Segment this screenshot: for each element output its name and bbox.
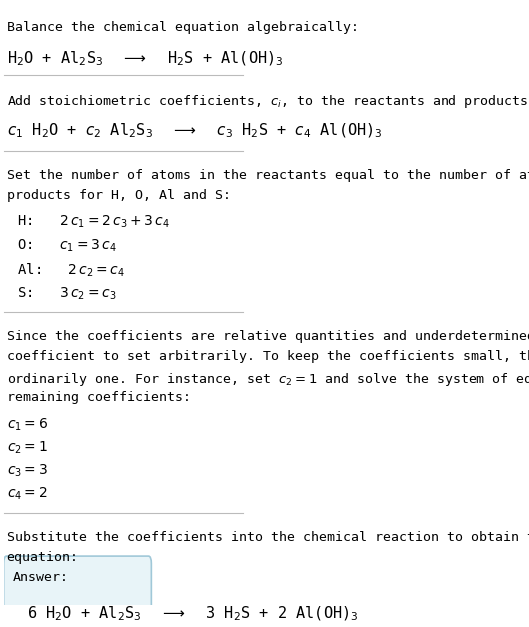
Text: Since the coefficients are relative quantities and underdetermined, choose a: Since the coefficients are relative quan… bbox=[6, 330, 529, 343]
Text: remaining coefficients:: remaining coefficients: bbox=[6, 391, 190, 404]
Text: $c_1$ H$_2$O + $c_2$ Al$_2$S$_3$  $\longrightarrow$  $c_3$ H$_2$S + $c_4$ Al(OH): $c_1$ H$_2$O + $c_2$ Al$_2$S$_3$ $\longr… bbox=[6, 122, 382, 140]
Text: $c_1 = 6$: $c_1 = 6$ bbox=[6, 416, 48, 433]
Text: H$_2$O + Al$_2$S$_3$  $\longrightarrow$  H$_2$S + Al(OH)$_3$: H$_2$O + Al$_2$S$_3$ $\longrightarrow$ H… bbox=[6, 50, 283, 68]
Text: $c_2 = 1$: $c_2 = 1$ bbox=[6, 440, 48, 456]
Text: Set the number of atoms in the reactants equal to the number of atoms in the: Set the number of atoms in the reactants… bbox=[6, 169, 529, 182]
Text: Balance the chemical equation algebraically:: Balance the chemical equation algebraica… bbox=[6, 21, 359, 34]
Text: coefficient to set arbitrarily. To keep the coefficients small, the arbitrary va: coefficient to set arbitrarily. To keep … bbox=[6, 350, 529, 364]
Text: $c_4 = 2$: $c_4 = 2$ bbox=[6, 485, 47, 502]
Text: products for H, O, Al and S:: products for H, O, Al and S: bbox=[6, 189, 231, 203]
Text: $c_3 = 3$: $c_3 = 3$ bbox=[6, 462, 48, 478]
Text: Substitute the coefficients into the chemical reaction to obtain the balanced: Substitute the coefficients into the che… bbox=[6, 531, 529, 544]
Text: 6 H$_2$O + Al$_2$S$_3$  $\longrightarrow$  3 H$_2$S + 2 Al(OH)$_3$: 6 H$_2$O + Al$_2$S$_3$ $\longrightarrow$… bbox=[27, 604, 359, 623]
FancyBboxPatch shape bbox=[4, 556, 151, 627]
Text: Add stoichiometric coefficients, $c_i$, to the reactants and products:: Add stoichiometric coefficients, $c_i$, … bbox=[6, 93, 529, 110]
Text: S:   $3\,c_2 = c_3$: S: $3\,c_2 = c_3$ bbox=[10, 285, 117, 302]
Text: Answer:: Answer: bbox=[13, 571, 69, 584]
Text: equation:: equation: bbox=[6, 551, 78, 564]
Text: O:   $c_1 = 3\,c_4$: O: $c_1 = 3\,c_4$ bbox=[10, 238, 117, 254]
Text: ordinarily one. For instance, set $c_2 = 1$ and solve the system of equations fo: ordinarily one. For instance, set $c_2 =… bbox=[6, 371, 529, 388]
Text: H:   $2\,c_1 = 2\,c_3 + 3\,c_4$: H: $2\,c_1 = 2\,c_3 + 3\,c_4$ bbox=[10, 213, 170, 229]
Text: Al:   $2\,c_2 = c_4$: Al: $2\,c_2 = c_4$ bbox=[10, 261, 125, 279]
